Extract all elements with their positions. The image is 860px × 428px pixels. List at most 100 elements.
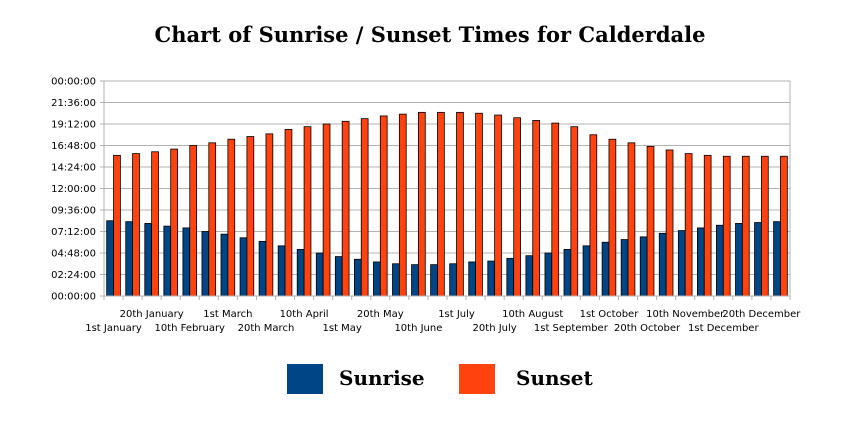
sunrise-bar [735, 223, 743, 297]
sunrise-bar [334, 256, 343, 297]
legend-label-sunrise: Sunrise [339, 366, 425, 390]
x-tick-label: 10th February [155, 323, 226, 334]
sunrise-bar [411, 264, 419, 297]
gridlines [104, 80, 790, 297]
sunrise-bar [449, 263, 457, 297]
sunset-bar [665, 149, 674, 297]
sunset-bar [284, 128, 293, 297]
sunset-bar [398, 113, 407, 297]
sunset-bar [703, 154, 712, 297]
y-tick-label: 04:48:00 [51, 249, 96, 260]
sunset-bar [532, 120, 541, 297]
sunrise-bar [677, 230, 686, 297]
sunrise-bar [773, 221, 781, 297]
sunset-bar [227, 138, 236, 297]
sunrise-bar [620, 239, 629, 297]
sunrise-bar [430, 264, 438, 297]
sunrise-bar [373, 261, 381, 297]
sunrise-bar [125, 221, 133, 297]
sunrise-bar [315, 252, 324, 297]
sunset-bar [132, 153, 140, 297]
sunrise-bar [163, 225, 172, 297]
sunrise-bar [468, 261, 476, 297]
x-tick-label: 10th August [502, 309, 563, 320]
x-tick-label: 1st December [688, 323, 759, 334]
sunset-bar [322, 123, 331, 297]
x-tick-label: 1st May [323, 323, 362, 334]
x-tick-label: 1st March [203, 309, 252, 320]
x-tick-label: 10th April [280, 309, 329, 320]
sunset-bar [113, 154, 121, 297]
x-tick-label: 20th December [722, 309, 801, 320]
y-tick-label: 16:48:00 [51, 141, 96, 152]
y-tick-label: 09:36:00 [51, 206, 96, 217]
sunrise-bar [563, 249, 572, 297]
sunrise-bar [658, 232, 667, 297]
sunset-bar [360, 118, 369, 297]
sunrise-bar [696, 227, 705, 297]
x-tick-label: 20th July [473, 323, 517, 334]
legend-swatch-sunrise [287, 364, 323, 394]
legend-swatch-sunset [459, 364, 495, 394]
sunset-bar [589, 134, 598, 297]
sunset-bar [170, 148, 178, 297]
sunset-bar [551, 122, 560, 297]
chart-title: Chart of Sunrise / Sunset Times for Cald… [154, 22, 706, 47]
sunrise-bar [754, 222, 762, 297]
sunrise-bar [144, 223, 153, 297]
sunrise-bar [506, 257, 515, 297]
sunrise-bar [182, 227, 191, 297]
y-tick-label: 00:00:00 [51, 292, 96, 303]
sunset-bar [341, 120, 350, 297]
sunrise-bar [487, 260, 496, 297]
x-tick-label: 1st July [438, 309, 475, 320]
x-tick-label: 1st January [85, 323, 142, 334]
axes [100, 80, 791, 300]
sunrise-bar [525, 255, 534, 297]
sunset-bar [456, 111, 464, 297]
sunrise-bar [601, 241, 610, 297]
sunset-bar [475, 112, 483, 297]
sunset-bar [151, 151, 159, 297]
sunset-bar [608, 138, 617, 297]
bars [106, 111, 788, 297]
x-tick-label: 20th January [120, 309, 184, 320]
y-tick-label: 00:00:00 [51, 77, 96, 88]
sunset-bar [494, 114, 502, 297]
sunset-bar [627, 142, 636, 297]
sunset-bar [513, 117, 521, 297]
sunset-bar [246, 136, 255, 297]
sunrise-bar [201, 231, 210, 297]
sunrise-bar [220, 233, 229, 297]
sunset-bar [437, 111, 445, 297]
sunrise-bar [258, 240, 267, 297]
y-tick-label: 19:12:00 [51, 120, 96, 131]
x-tick-label: 1st September [534, 323, 609, 334]
x-tick-label: 20th March [238, 323, 295, 334]
sunrise-bar [277, 245, 286, 297]
sunset-bar [379, 115, 388, 297]
sunset-bar [418, 111, 426, 297]
sunset-bar [303, 126, 312, 297]
x-tick-labels: 1st January 20th January 10th February 1st … [85, 309, 801, 334]
y-tick-labels: 00:00:00 02:24:00 04:48:00 07:12:00 09:36:00… [51, 77, 96, 303]
sunrise-bar [106, 220, 114, 297]
x-tick-label: 1st October [580, 309, 640, 320]
sunrise-bar [296, 249, 305, 297]
sunset-bar [780, 155, 788, 297]
y-tick-label: 14:24:00 [51, 163, 96, 174]
sunrise-bar [239, 237, 248, 297]
sunset-bar [741, 155, 750, 297]
sunset-bar [761, 155, 769, 297]
sunset-bar [265, 133, 274, 297]
sunset-bar [646, 145, 655, 297]
sunset-bar [189, 145, 198, 297]
sunset-bar [684, 153, 693, 297]
x-tick-label: 10th November [646, 309, 725, 320]
x-tick-label: 20th October [614, 323, 681, 334]
y-tick-label: 07:12:00 [51, 227, 96, 238]
sunset-bar [570, 126, 579, 297]
x-tick-label: 10th June [394, 323, 442, 334]
x-tick-label: 20th May [357, 309, 404, 320]
